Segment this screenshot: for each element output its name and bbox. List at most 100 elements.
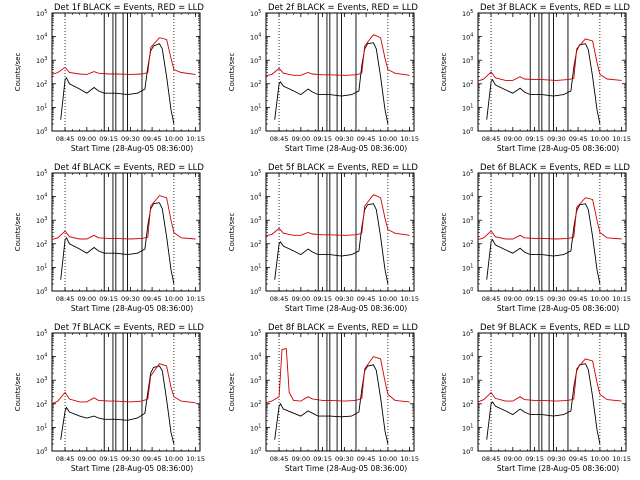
y-tick-label: 104 [36,33,47,42]
y-tick-label: 100 [36,447,47,456]
x-tick-label: 09:00 [77,295,96,303]
y-tick-label: 104 [250,33,261,42]
x-tick-label: 09:15 [99,135,118,143]
plot-frame [265,332,415,452]
y-axis-label: Counts/sec [14,373,22,412]
y-tick-label: 102 [36,400,47,409]
events-series-line [60,365,175,445]
y-tick-exponent: 1 [44,263,47,269]
events-series-line [486,43,601,124]
x-tick-label: 10:15 [400,295,419,303]
x-tick-label: 08:45 [270,135,289,143]
chart-panel-7: Det 7f BLACK = Events, RED = LLD Counts/s… [14,323,205,473]
x-tick-label: 10:00 [379,295,398,303]
chart-panel-2: Det 2f BLACK = Events, RED = LLD Counts/s… [228,3,419,153]
y-tick-label: 104 [462,193,473,202]
x-tick-label: 10:00 [591,455,610,463]
chart-panel-9: Det 9f BLACK = Events, RED = LLD Counts/s… [440,323,631,473]
y-tick-label: 105 [462,169,473,178]
y-tick-exponent: 1 [470,263,473,269]
y-tick-exponent: 0 [44,127,47,133]
x-tick-label: 09:45 [357,295,376,303]
y-tick-label: 105 [36,329,47,338]
y-tick-label: 105 [250,9,261,18]
x-tick-label: 10:15 [612,135,631,143]
y-tick-exponent: 4 [44,33,47,39]
x-tick-label: 09:15 [313,455,332,463]
y-tick-exponent: 1 [258,103,261,109]
y-tick-label: 102 [462,240,473,249]
y-tick-label: 100 [36,127,47,136]
x-tick-label: 10:00 [591,295,610,303]
x-tick-label: 10:15 [186,135,205,143]
y-tick-exponent: 3 [470,56,473,62]
y-tick-exponent: 4 [470,353,473,359]
y-tick-label: 104 [36,193,47,202]
y-axis-label: Counts/sec [440,373,448,412]
x-axis-label: Start Time (28-Aug-05 08:36:00) [71,144,193,153]
x-tick-label: 08:45 [482,295,501,303]
y-tick-exponent: 1 [44,103,47,109]
chart-panel-1: Det 1f BLACK = Events, RED = LLD Counts/s… [14,3,205,153]
lld-series-line [51,37,196,75]
y-tick-exponent: 0 [470,447,473,453]
y-tick-label: 104 [250,193,261,202]
y-tick-exponent: 4 [470,193,473,199]
y-tick-label: 101 [36,423,47,432]
plot-frame [51,12,201,132]
events-series-line [60,43,175,124]
x-tick-label: 08:45 [56,455,75,463]
y-tick-exponent: 4 [44,193,47,199]
x-tick-label: 08:45 [270,295,289,303]
x-tick-label: 09:45 [143,455,162,463]
x-axis-label: Start Time (28-Aug-05 08:36:00) [497,144,619,153]
y-tick-exponent: 5 [44,329,47,335]
y-tick-exponent: 2 [258,80,261,86]
x-tick-label: 08:45 [270,455,289,463]
y-tick-label: 101 [250,423,261,432]
plot-frame [477,172,627,292]
y-tick-label: 100 [36,287,47,296]
lld-series-line [265,194,410,237]
x-tick-label: 09:45 [357,455,376,463]
y-tick-exponent: 3 [258,376,261,382]
events-series-line [274,42,389,124]
x-tick-label: 09:00 [291,295,310,303]
x-tick-label: 10:00 [379,135,398,143]
chart-panel-8: Det 8f BLACK = Events, RED = LLD Counts/s… [228,323,419,473]
x-tick-label: 09:45 [143,295,162,303]
lld-series-line [477,358,622,403]
lld-series-line [51,363,196,405]
y-tick-label: 100 [462,447,473,456]
y-tick-exponent: 5 [44,169,47,175]
plot-frame [51,332,201,452]
x-tick-label: 10:15 [186,455,205,463]
y-tick-label: 103 [462,216,473,225]
events-series-line [486,363,601,444]
x-tick-label: 09:00 [77,455,96,463]
x-tick-label: 09:30 [121,135,140,143]
plot-frame [477,332,627,452]
y-tick-label: 102 [462,80,473,89]
y-axis-label: Counts/sec [14,53,22,92]
x-tick-label: 09:15 [313,295,332,303]
y-tick-label: 102 [36,240,47,249]
x-tick-label: 09:15 [99,455,118,463]
x-tick-label: 10:15 [400,135,419,143]
y-tick-label: 100 [250,447,261,456]
y-tick-exponent: 2 [470,240,473,246]
y-tick-exponent: 1 [258,423,261,429]
x-tick-label: 09:00 [291,135,310,143]
plot-frame [51,172,201,292]
x-tick-label: 09:15 [525,455,544,463]
plot-frame [265,12,415,132]
y-tick-exponent: 4 [258,193,261,199]
y-tick-exponent: 1 [470,423,473,429]
y-tick-label: 104 [462,353,473,362]
x-axis-label: Start Time (28-Aug-05 08:36:00) [71,464,193,473]
x-tick-label: 09:45 [569,135,588,143]
x-tick-label: 10:00 [379,455,398,463]
y-tick-label: 103 [462,376,473,385]
y-tick-exponent: 4 [44,353,47,359]
y-tick-label: 101 [250,103,261,112]
